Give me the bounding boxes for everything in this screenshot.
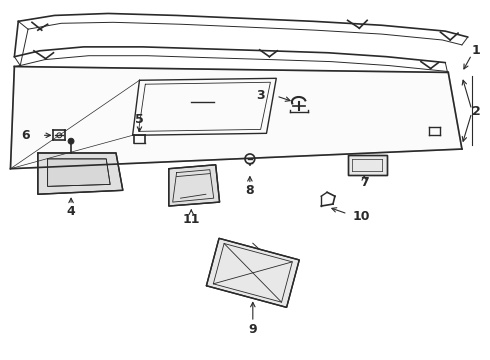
Text: 6: 6	[22, 129, 30, 142]
Polygon shape	[347, 155, 387, 175]
Polygon shape	[38, 153, 123, 194]
Text: 2: 2	[472, 105, 481, 118]
Text: 4: 4	[67, 206, 75, 219]
Text: 10: 10	[352, 210, 370, 223]
Text: 7: 7	[360, 176, 368, 189]
Text: 8: 8	[245, 184, 254, 197]
Polygon shape	[10, 67, 462, 169]
Text: 3: 3	[256, 90, 265, 103]
Polygon shape	[206, 238, 299, 307]
Text: 11: 11	[182, 213, 200, 226]
Text: 1: 1	[472, 44, 481, 57]
Polygon shape	[169, 165, 220, 206]
Circle shape	[68, 138, 74, 144]
Text: 5: 5	[135, 113, 144, 126]
Text: 9: 9	[248, 323, 257, 336]
Polygon shape	[48, 159, 110, 186]
